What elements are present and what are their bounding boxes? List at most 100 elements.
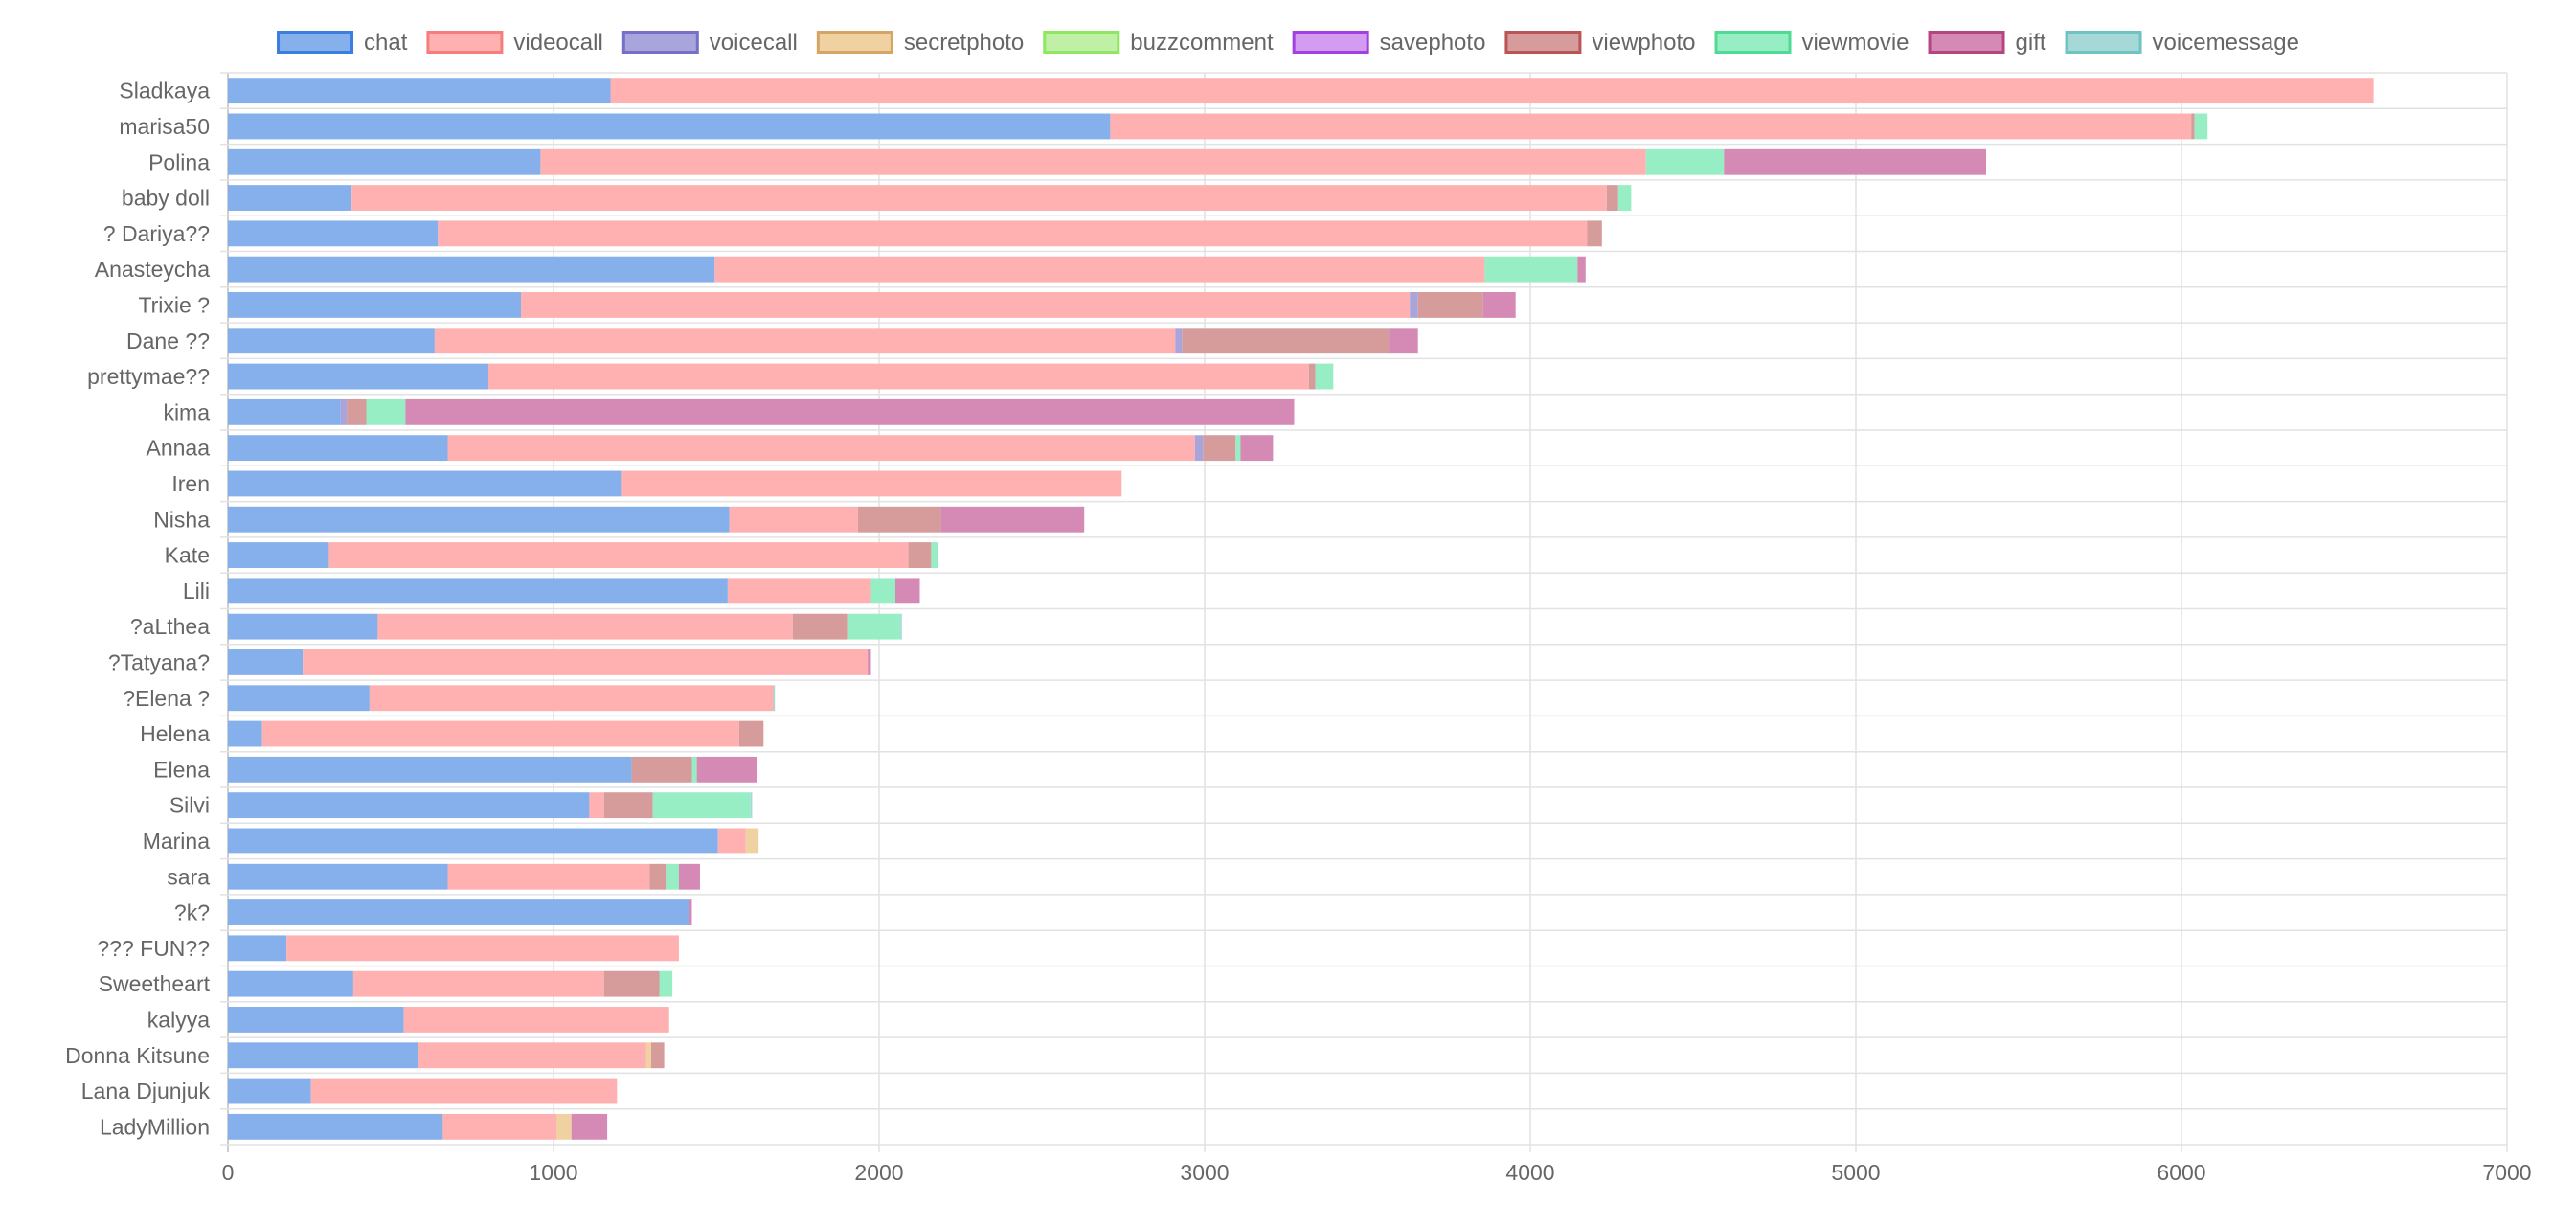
bar-segment-chat bbox=[228, 1078, 311, 1104]
bar-segment-viewmovie bbox=[2194, 113, 2208, 140]
category-label: Trixie ? bbox=[138, 292, 210, 317]
bar-segment-chat bbox=[228, 970, 353, 997]
bar-segment-gift bbox=[1482, 292, 1516, 318]
bar-segment-gift bbox=[571, 1113, 608, 1140]
legend-item-buzzcomment: buzzcomment bbox=[1043, 30, 1274, 56]
legend-item-secretphoto: secretphoto bbox=[816, 30, 1024, 56]
bar-segment-chat bbox=[228, 220, 439, 247]
bar-segment-videocall bbox=[727, 578, 871, 604]
bar-segment-viewphoto bbox=[1606, 185, 1618, 211]
bar-segment-videocall bbox=[447, 435, 1195, 462]
bar-segment-videocall bbox=[521, 292, 1411, 318]
bar-segment-videocall bbox=[540, 148, 1646, 175]
legend-swatch bbox=[1043, 31, 1120, 54]
bar-segment-videocall bbox=[352, 970, 604, 997]
legend-item-videocall: videocall bbox=[426, 30, 603, 56]
bar-segment-chat bbox=[228, 113, 1111, 140]
bar-segment-chat bbox=[228, 148, 541, 175]
legend-swatch bbox=[277, 31, 354, 54]
legend-label: gift bbox=[2016, 30, 2046, 56]
category-label: Elena bbox=[153, 757, 210, 782]
x-tick-label: 2000 bbox=[854, 1160, 903, 1185]
bar-segment-chat bbox=[228, 613, 378, 640]
bar-segment-chat bbox=[228, 828, 718, 854]
bar-segment-chat bbox=[228, 1113, 443, 1140]
bar-segment-chat bbox=[228, 685, 370, 712]
bar-segment-videocall bbox=[438, 220, 1588, 247]
bar-segment-chat bbox=[228, 756, 632, 783]
bar-segment-viewphoto bbox=[603, 792, 653, 819]
bar-segment-chat bbox=[228, 328, 435, 354]
bar-segment-viewmovie bbox=[652, 792, 751, 819]
bar-segment-chat bbox=[228, 185, 352, 211]
legend-label: secretphoto bbox=[904, 30, 1024, 56]
category-label: Iren bbox=[171, 471, 210, 496]
category-label: Silvi bbox=[169, 793, 210, 818]
bar-segment-chat bbox=[228, 78, 611, 104]
bar-segment-gift bbox=[1577, 256, 1586, 283]
bar-segment-chat bbox=[228, 1007, 404, 1033]
category-label: ?aLthea bbox=[130, 614, 210, 639]
bar-segment-viewphoto bbox=[857, 506, 941, 533]
bar-segment-viewphoto bbox=[347, 398, 367, 425]
bar-segment-gift bbox=[1389, 328, 1418, 354]
bar-segment-gift bbox=[405, 398, 1295, 425]
bar-segment-gift bbox=[689, 899, 692, 925]
x-tick-label: 4000 bbox=[1505, 1160, 1554, 1185]
bar-segment-viewphoto bbox=[1308, 363, 1316, 390]
bar-segment-videocall bbox=[729, 506, 858, 533]
bar-segment-viewphoto bbox=[2191, 113, 2195, 140]
bar-segment-secretphoto bbox=[645, 1042, 651, 1069]
bar-segment-chat bbox=[228, 470, 622, 497]
bar-segment-viewmovie bbox=[931, 542, 938, 568]
x-tick-label: 5000 bbox=[1831, 1160, 1880, 1185]
bar-segment-viewmovie bbox=[666, 863, 679, 890]
bar-segment-videocall bbox=[328, 542, 909, 568]
legend-swatch bbox=[2065, 31, 2142, 54]
legend-label: viewphoto bbox=[1592, 30, 1695, 56]
x-tick-label: 1000 bbox=[529, 1160, 577, 1185]
bar-segment-voicecall bbox=[340, 398, 348, 425]
bar-segment-voicecall bbox=[1175, 328, 1183, 354]
legend-swatch bbox=[621, 31, 699, 54]
category-axis-labels: Sladkaya marisa50 Polina baby doll ? Dariya?… bbox=[65, 79, 210, 1140]
bar-segment-voicecall bbox=[1194, 435, 1204, 462]
bar-segment-viewphoto bbox=[792, 613, 848, 640]
x-tick-label: 0 bbox=[222, 1160, 235, 1185]
bar-segment-videocall bbox=[442, 1113, 557, 1140]
bar-segment-gift bbox=[940, 506, 1085, 533]
bar-segment-viewmovie bbox=[1235, 435, 1241, 462]
bar-segment-videocall bbox=[447, 863, 650, 890]
category-label: prettymae?? bbox=[87, 364, 210, 389]
bar-segment-videocall bbox=[418, 1042, 646, 1069]
category-label: ?Elena ? bbox=[123, 686, 210, 711]
x-tick-label: 3000 bbox=[1180, 1160, 1229, 1185]
legend-label: voicecall bbox=[710, 30, 798, 56]
category-label: Annaa bbox=[146, 436, 210, 461]
bar-segment-viewmovie bbox=[1645, 148, 1725, 175]
category-label: Anasteycha bbox=[95, 257, 210, 282]
bar-segment-gift bbox=[696, 756, 757, 783]
category-label: Sweetheart bbox=[99, 971, 211, 996]
legend-item-gift: gift bbox=[1928, 30, 2046, 56]
bar-segment-videocall bbox=[261, 720, 739, 747]
legend-label: voicemessage bbox=[2153, 30, 2299, 56]
bar-segment-viewmovie bbox=[870, 578, 895, 604]
category-label: kima bbox=[163, 399, 210, 424]
bar-segment-chat bbox=[228, 435, 448, 462]
legend-swatch bbox=[1292, 31, 1369, 54]
bar-segment-gift bbox=[868, 649, 871, 675]
bar-segment-viewphoto bbox=[1417, 292, 1483, 318]
legend-label: viewmovie bbox=[1802, 30, 1909, 56]
category-label: Sladkaya bbox=[119, 79, 210, 103]
legend-item-chat: chat bbox=[277, 30, 408, 56]
bar-segment-chat bbox=[228, 256, 715, 283]
legend-swatch bbox=[1928, 31, 2005, 54]
category-label: Lana Djunjuk bbox=[81, 1079, 211, 1103]
bar-segment-viewmovie bbox=[366, 398, 406, 425]
bar-segment-chat bbox=[228, 398, 341, 425]
bar-segment-chat bbox=[228, 935, 287, 962]
category-label: ? Dariya?? bbox=[103, 221, 210, 246]
bar-segment-chat bbox=[228, 899, 689, 925]
